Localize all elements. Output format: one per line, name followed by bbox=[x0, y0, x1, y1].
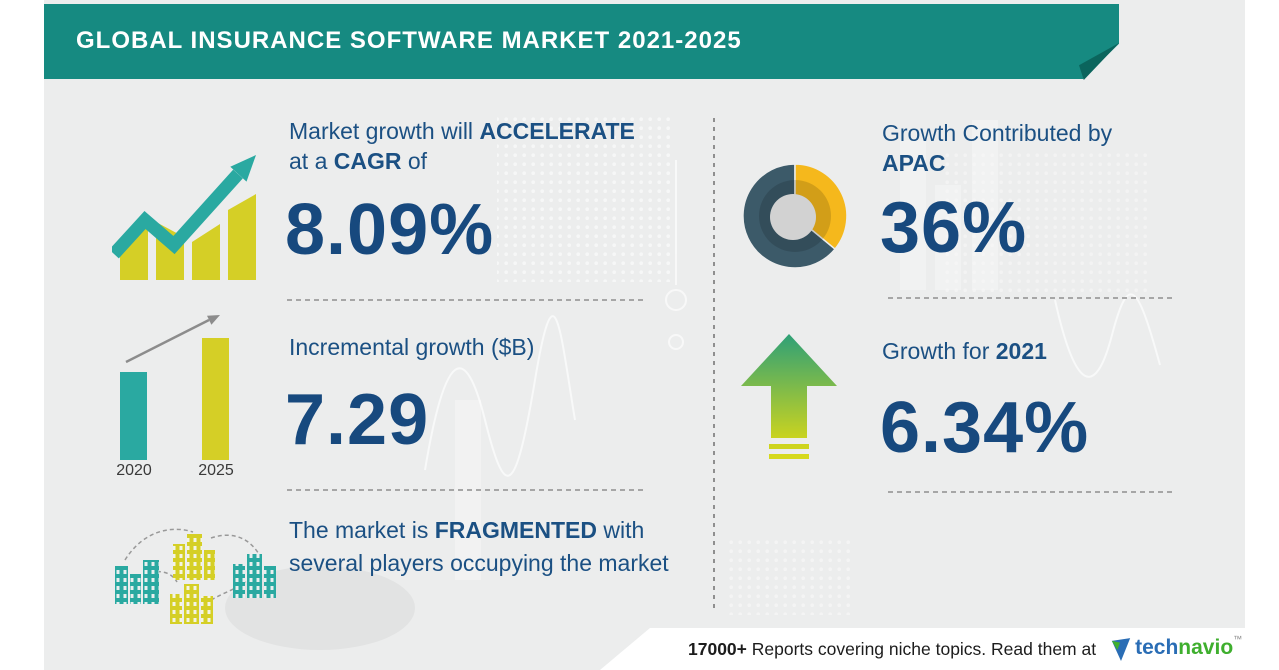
yoy-caption-pre: Growth for bbox=[882, 338, 996, 364]
fragmentation-post: with several players occupying the marke… bbox=[289, 517, 669, 576]
logo-text-navio: navio bbox=[1178, 636, 1234, 659]
page-title: GLOBAL INSURANCE SOFTWARE MARKET 2021-20… bbox=[76, 27, 742, 54]
separator-line bbox=[888, 297, 1173, 299]
apac-donut-chart-icon bbox=[742, 163, 848, 269]
column-divider bbox=[713, 118, 715, 612]
content-background bbox=[44, 0, 1245, 670]
footer-text: 17000+ Reports covering niche topics. Re… bbox=[688, 634, 1243, 662]
technavio-logo[interactable]: tech navio ™ bbox=[1110, 634, 1243, 662]
apac-caption-line1: Growth Contributed by bbox=[882, 120, 1113, 146]
fragmented-market-icon bbox=[115, 528, 276, 624]
logo-trademark: ™ bbox=[1233, 634, 1243, 644]
separator-line bbox=[287, 489, 645, 491]
fragmentation-bold: FRAGMENTED bbox=[434, 517, 597, 543]
incremental-growth-value: 7.29 bbox=[285, 380, 430, 460]
apac-value: 36% bbox=[880, 188, 1028, 268]
footer-bar: 17000+ Reports covering niche topics. Re… bbox=[600, 628, 1279, 670]
yoy-caption-year: 2021 bbox=[995, 338, 1047, 364]
bar-label-2020: 2020 bbox=[116, 462, 152, 479]
apac-caption: Growth Contributed by APAC bbox=[882, 118, 1112, 178]
market-growth-icon bbox=[112, 155, 256, 280]
technavio-sail-icon bbox=[1111, 638, 1131, 661]
incremental-growth-caption: Incremental growth ($B) bbox=[289, 334, 535, 360]
yoy-value: 6.34% bbox=[880, 388, 1090, 468]
logo-text-tech: tech bbox=[1135, 636, 1179, 659]
footer-report-count: 17000+ bbox=[688, 638, 747, 659]
apac-caption-line2: APAC bbox=[882, 150, 946, 176]
growth-up-arrow-icon bbox=[741, 334, 837, 459]
separator-line bbox=[287, 299, 645, 301]
cagr-value: 8.09% bbox=[285, 190, 495, 270]
separator-line bbox=[888, 491, 1173, 493]
cagr-caption-of: of bbox=[401, 148, 428, 174]
cagr-caption-line2: at a bbox=[289, 148, 334, 174]
fragmentation-caption: The market is FRAGMENTED with several pl… bbox=[289, 514, 687, 580]
footer-message: Reports covering niche topics. Read them… bbox=[746, 638, 1097, 659]
cagr-caption-cagr: CAGR bbox=[333, 148, 402, 174]
header-banner bbox=[44, 4, 1119, 79]
cagr-caption-accelerate: ACCELERATE bbox=[479, 118, 635, 144]
incremental-growth-bars-icon bbox=[120, 315, 229, 460]
fragmentation-pre: The market is bbox=[289, 517, 435, 543]
bar-label-2025: 2025 bbox=[198, 462, 234, 479]
yoy-caption: Growth for 2021 bbox=[882, 336, 1047, 366]
cagr-caption-text: Market growth will bbox=[289, 118, 480, 144]
cagr-caption: Market growth will ACCELERATE at a CAGR … bbox=[289, 116, 635, 176]
